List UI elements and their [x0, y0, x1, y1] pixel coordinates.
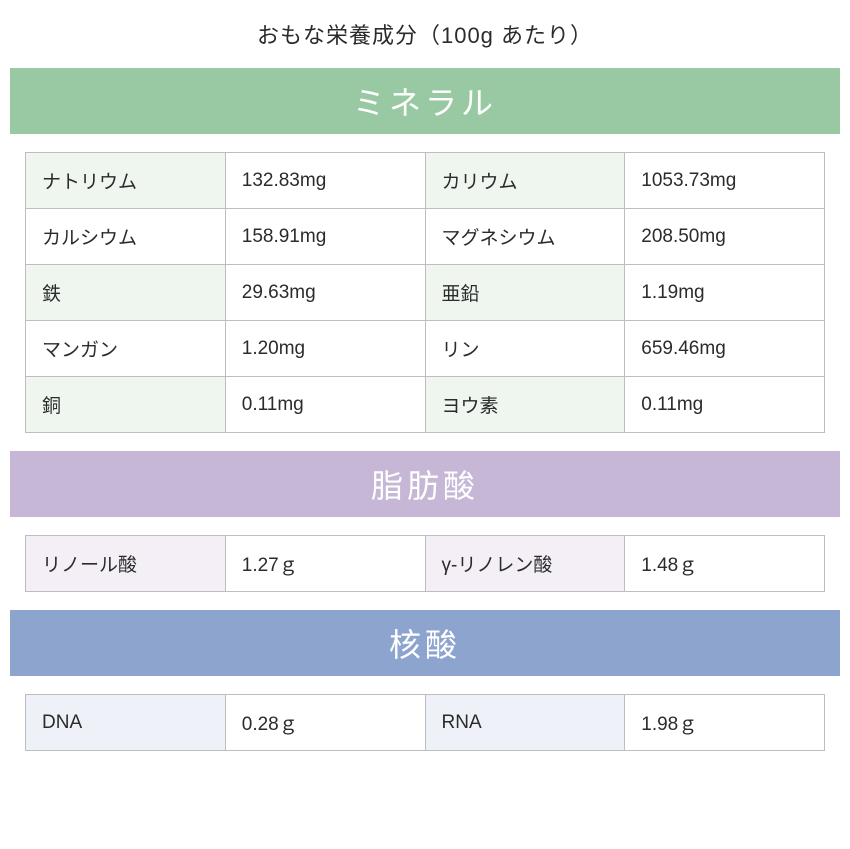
nutrient-label: 鉄: [26, 265, 226, 321]
nutrient-label: リノール酸: [26, 536, 226, 592]
nutrient-label: ナトリウム: [26, 153, 226, 209]
table-row: カルシウム 158.91mg マグネシウム 208.50mg: [26, 209, 825, 265]
nutrient-label: マグネシウム: [425, 209, 625, 265]
section-header-minerals: ミネラル: [10, 68, 840, 134]
nucleic-table: DNA 0.28ｇ RNA 1.98ｇ: [25, 694, 825, 751]
nutrient-value: 158.91mg: [225, 209, 425, 265]
nutrient-value: 1.48ｇ: [625, 536, 825, 592]
nutrient-value: 132.83mg: [225, 153, 425, 209]
section-header-nucleic: 核酸: [10, 610, 840, 676]
fatty-table: リノール酸 1.27ｇ γ-リノレン酸 1.48ｇ: [25, 535, 825, 592]
table-row: 銅 0.11mg ヨウ素 0.11mg: [26, 377, 825, 433]
nutrient-value: 1.20mg: [225, 321, 425, 377]
section-header-fatty: 脂肪酸: [10, 451, 840, 517]
nutrient-value: 0.28ｇ: [225, 695, 425, 751]
nutrient-value: 29.63mg: [225, 265, 425, 321]
nutrient-value: 0.11mg: [225, 377, 425, 433]
nutrient-value: 659.46mg: [625, 321, 825, 377]
nutrient-label: カルシウム: [26, 209, 226, 265]
nutrient-label: DNA: [26, 695, 226, 751]
table-row: リノール酸 1.27ｇ γ-リノレン酸 1.48ｇ: [26, 536, 825, 592]
nutrient-label: ヨウ素: [425, 377, 625, 433]
table-row: ナトリウム 132.83mg カリウム 1053.73mg: [26, 153, 825, 209]
nutrient-label: RNA: [425, 695, 625, 751]
nutrient-label: 銅: [26, 377, 226, 433]
table-row: 鉄 29.63mg 亜鉛 1.19mg: [26, 265, 825, 321]
nutrient-value: 208.50mg: [625, 209, 825, 265]
nutrient-value: 0.11mg: [625, 377, 825, 433]
page-title: おもな栄養成分（100g あたり）: [10, 18, 840, 50]
nutrient-value: 1.27ｇ: [225, 536, 425, 592]
minerals-table: ナトリウム 132.83mg カリウム 1053.73mg カルシウム 158.…: [25, 152, 825, 433]
nutrient-label: リン: [425, 321, 625, 377]
nutrient-value: 1053.73mg: [625, 153, 825, 209]
table-row: DNA 0.28ｇ RNA 1.98ｇ: [26, 695, 825, 751]
nutrient-value: 1.98ｇ: [625, 695, 825, 751]
nutrient-label: 亜鉛: [425, 265, 625, 321]
nutrient-label: カリウム: [425, 153, 625, 209]
nutrient-value: 1.19mg: [625, 265, 825, 321]
table-row: マンガン 1.20mg リン 659.46mg: [26, 321, 825, 377]
nutrient-label: マンガン: [26, 321, 226, 377]
nutrient-label: γ-リノレン酸: [425, 536, 625, 592]
